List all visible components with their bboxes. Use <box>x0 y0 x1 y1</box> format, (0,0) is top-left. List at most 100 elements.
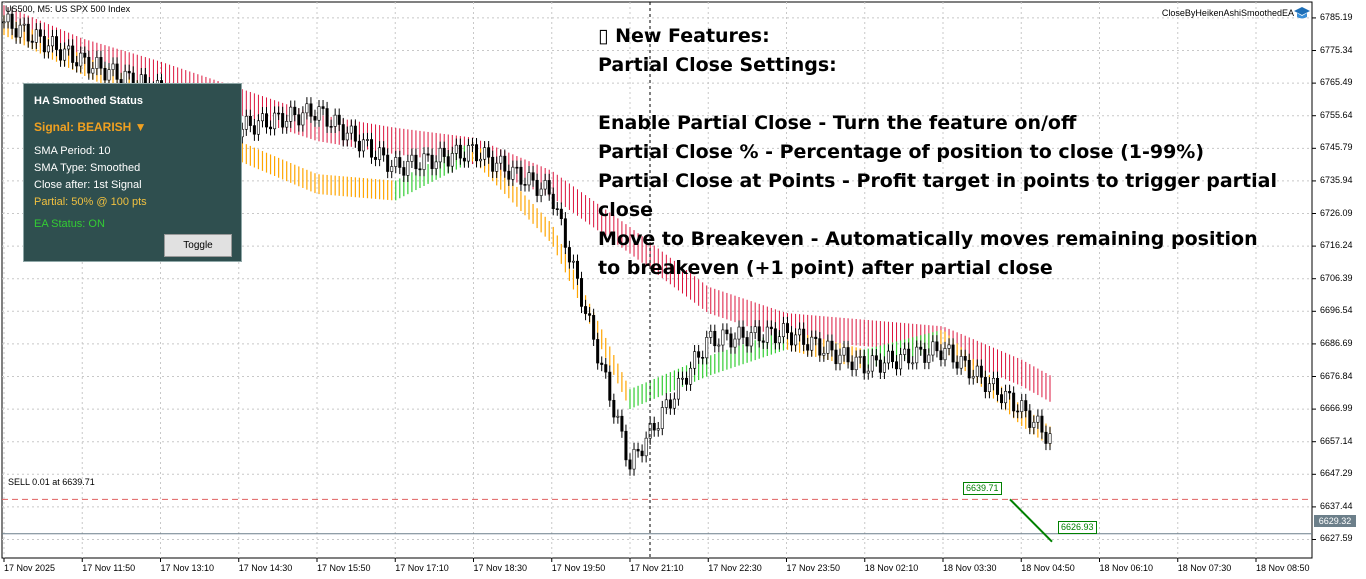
candle-body <box>826 340 830 354</box>
candle-body <box>987 383 991 392</box>
candle-body <box>507 170 511 180</box>
features-text: ▯ New Features: Partial Close Settings: … <box>598 22 1278 283</box>
candle-body <box>729 333 733 348</box>
time-label: 17 Nov 23:50 <box>786 563 841 573</box>
panel-title: HA Smoothed Status <box>34 95 143 107</box>
candle-body <box>967 359 971 379</box>
ea-name: CloseByHeikenAshiSmoothedEA <box>1161 8 1294 18</box>
candle-body <box>111 63 115 70</box>
candle-body <box>846 347 850 363</box>
price-label: 6716.24 <box>1320 240 1353 251</box>
candle-body <box>252 125 256 135</box>
candle-body <box>313 116 317 121</box>
candle-body <box>878 359 882 373</box>
candle-body <box>531 172 535 181</box>
candle-body <box>256 120 260 135</box>
candle-body <box>470 144 474 146</box>
candle-body <box>297 114 301 126</box>
candle-body <box>991 377 995 385</box>
candle-body <box>1012 392 1016 412</box>
candle-body <box>551 193 555 209</box>
candle-body <box>717 344 721 347</box>
candle-body <box>858 356 862 358</box>
candle-body <box>34 29 38 43</box>
price-label: 6765.49 <box>1320 77 1353 88</box>
candle-body <box>935 341 939 352</box>
price-axis[interactable]: 6785.19 6775.34 6765.49 6755.64 6745.79 6735.… <box>1312 0 1366 560</box>
price-label: 6676.84 <box>1320 370 1353 381</box>
candle-body <box>59 49 63 61</box>
candle-body <box>1020 400 1024 412</box>
price-label: 6755.64 <box>1320 109 1353 120</box>
candle-body <box>42 36 46 53</box>
candle-body <box>365 139 369 141</box>
candle-body <box>26 23 30 42</box>
feature-line: ▯ New Features: <box>598 25 770 47</box>
candle-body <box>446 156 450 167</box>
candle-body <box>244 115 248 130</box>
candle-body <box>479 158 483 162</box>
candle-body <box>55 36 59 50</box>
time-label: 17 Nov 14:30 <box>238 563 293 573</box>
candle-body <box>87 56 91 74</box>
candle-body <box>430 154 434 169</box>
candle-body <box>438 147 442 163</box>
candle-body <box>107 69 111 81</box>
candle-body <box>277 112 281 115</box>
price-label: 6696.54 <box>1320 305 1353 316</box>
candle-body <box>1044 431 1048 444</box>
price-label: 6686.69 <box>1320 337 1353 348</box>
candle-body <box>386 154 390 172</box>
candle-body <box>353 125 357 142</box>
time-label: 17 Nov 2025 <box>4 563 56 573</box>
graduation-cap-icon[interactable] <box>1294 6 1310 20</box>
time-label: 17 Nov 22:30 <box>708 563 762 573</box>
candle-body <box>575 260 579 279</box>
candle-body <box>398 157 402 168</box>
candle-body <box>333 114 337 127</box>
candle-body <box>46 45 50 53</box>
candle-body <box>535 179 539 196</box>
time-label: 18 Nov 04:50 <box>1021 563 1075 573</box>
time-label: 17 Nov 11:50 <box>82 563 136 573</box>
candle-body <box>370 139 374 158</box>
candle-body <box>418 168 422 171</box>
candle-body <box>753 326 757 333</box>
time-label: 17 Nov 15:50 <box>317 563 371 573</box>
toggle-button[interactable]: Toggle <box>164 234 232 257</box>
candle-body <box>337 114 341 125</box>
candle-body <box>733 338 737 348</box>
candle-body <box>483 147 487 160</box>
candle-body <box>273 112 277 130</box>
trade-result-line <box>1009 498 1053 543</box>
candle-body <box>442 147 446 157</box>
candle-body <box>402 167 406 176</box>
candle-body <box>765 326 769 343</box>
candle-body <box>951 344 955 363</box>
candle-body <box>802 328 806 345</box>
candle-body <box>361 139 365 152</box>
candle-body <box>1032 421 1036 428</box>
candle-body <box>588 313 592 316</box>
candle-body <box>1036 415 1040 423</box>
candle-body <box>378 147 382 160</box>
candle-body <box>907 348 911 364</box>
candle-body <box>83 52 87 58</box>
candle-body <box>919 346 923 350</box>
candle-body <box>79 52 83 67</box>
candle-body <box>71 45 75 63</box>
candle-body <box>854 356 858 371</box>
candle-body <box>838 354 842 365</box>
candle-body <box>600 362 604 365</box>
candle-body <box>38 29 42 37</box>
candle-body <box>466 145 470 162</box>
candle-body <box>866 370 870 374</box>
sell-order-label[interactable]: SELL 0.01 at 6639.71 <box>8 477 95 487</box>
candle-body <box>822 352 826 356</box>
time-label: 17 Nov 18:30 <box>473 563 528 573</box>
candle-body <box>2 21 6 24</box>
candle-body <box>374 156 378 160</box>
candle-body <box>462 157 466 162</box>
candle-body <box>1028 410 1032 428</box>
